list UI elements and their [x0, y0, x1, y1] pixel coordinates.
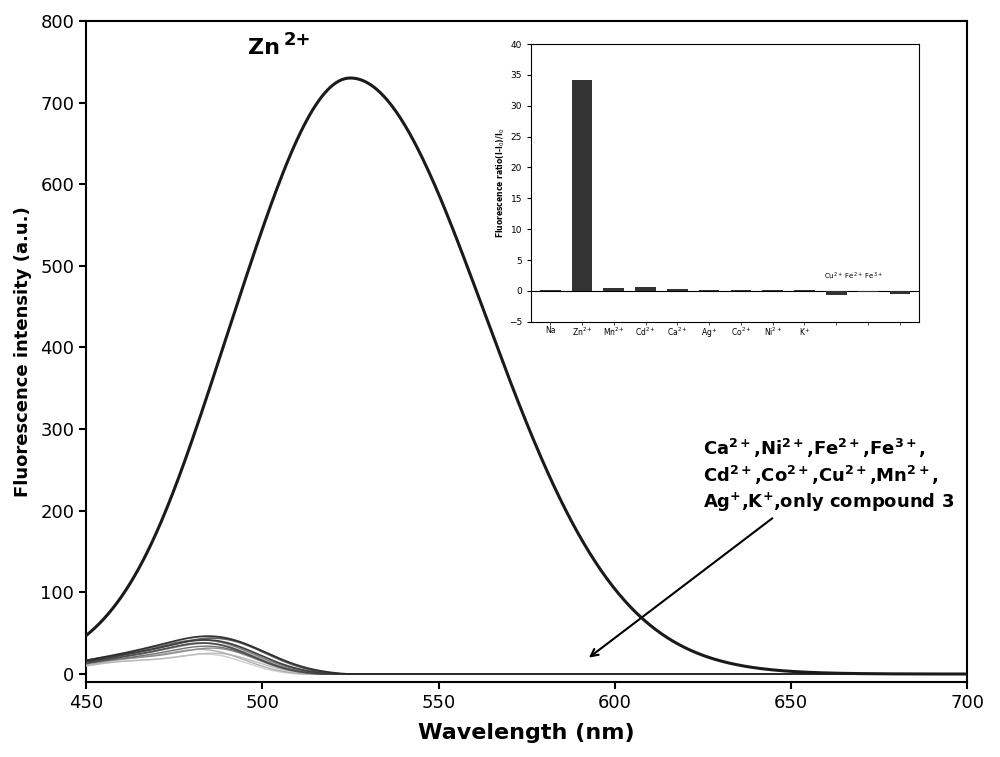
X-axis label: Wavelength (nm): Wavelength (nm): [418, 723, 635, 743]
Y-axis label: Fluorescence intensity (a.u.): Fluorescence intensity (a.u.): [14, 206, 32, 497]
Text: 2+: 2+: [283, 32, 311, 49]
Text: Ca$\mathbf{^{2+}}$,Ni$\mathbf{^{2+}}$,Fe$\mathbf{^{2+}}$,Fe$\mathbf{^{3+}}$,
Cd$: Ca$\mathbf{^{2+}}$,Ni$\mathbf{^{2+}}$,Fe…: [591, 438, 954, 656]
Text: Zn: Zn: [248, 38, 280, 58]
